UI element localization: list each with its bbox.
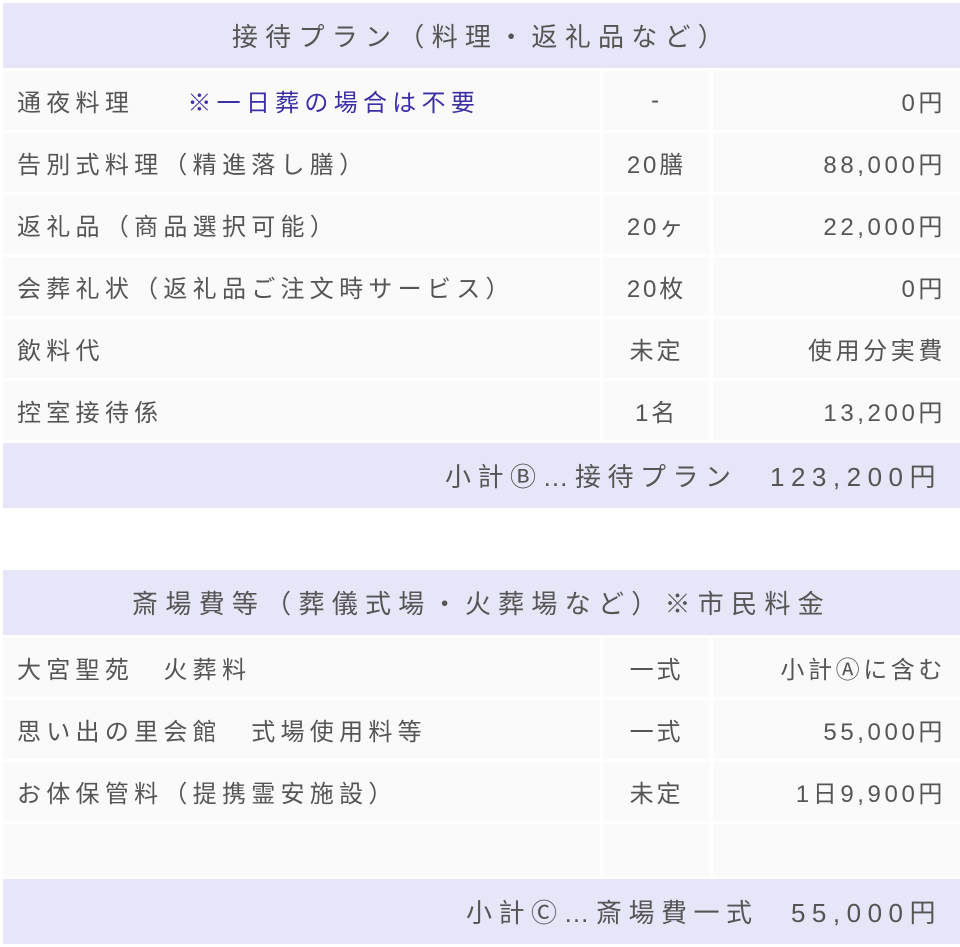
table1-header: 接待プラン（料理・返礼品など） — [2, 2, 960, 70]
row-desc: 大宮聖苑 火葬料 — [2, 637, 602, 699]
row-qty: 20膳 — [602, 132, 712, 194]
row-desc: 返礼品（商品選択可能） — [2, 194, 602, 256]
row-amt: 0円 — [712, 70, 960, 132]
row-amt: 0円 — [712, 256, 960, 318]
row-qty: 一式 — [602, 699, 712, 761]
row-amt: 小計Ⓐに含む — [712, 637, 960, 699]
row-desc: 控室接待係 — [2, 380, 602, 442]
table-row: 返礼品（商品選択可能） 20ヶ 22,000円 — [2, 194, 960, 256]
table-row — [2, 823, 960, 878]
table-row: 告別式料理（精進落し膳） 20膳 88,000円 — [2, 132, 960, 194]
table-reception-plan: 接待プラン（料理・返礼品など） 通夜料理 ※一日葬の場合は不要 - 0円 告別式… — [0, 0, 960, 511]
row-qty: 未定 — [602, 318, 712, 380]
table2-subtotal-row: 小計Ⓒ…斎場費一式 55,000円 — [2, 878, 960, 946]
row-amt: 22,000円 — [712, 194, 960, 256]
row-qty: - — [602, 70, 712, 132]
table-row: 通夜料理 ※一日葬の場合は不要 - 0円 — [2, 70, 960, 132]
row-amt: 88,000円 — [712, 132, 960, 194]
row-amt: 1日9,900円 — [712, 761, 960, 823]
table1-subtotal: 小計Ⓑ…接待プラン 123,200円 — [2, 442, 960, 510]
desc-text: 通夜料理 — [17, 90, 134, 117]
row-desc: お体保管料（提携霊安施設） — [2, 761, 602, 823]
table2-subtotal: 小計Ⓒ…斎場費一式 55,000円 — [2, 878, 960, 946]
row-desc: 会葬礼状（返礼品ご注文時サービス） — [2, 256, 602, 318]
table-row: 思い出の里会館 式場使用料等 一式 55,000円 — [2, 699, 960, 761]
table-gap — [0, 511, 960, 567]
table-row: 飲料代 未定 使用分実費 — [2, 318, 960, 380]
row-desc — [2, 823, 602, 878]
row-qty: 20ヶ — [602, 194, 712, 256]
row-desc: 告別式料理（精進落し膳） — [2, 132, 602, 194]
row-amt: 55,000円 — [712, 699, 960, 761]
row-desc: 飲料代 — [2, 318, 602, 380]
row-qty: 未定 — [602, 761, 712, 823]
row-qty: 1名 — [602, 380, 712, 442]
table2-header: 斎場費等（葬儀式場・火葬場など）※市民料金 — [2, 569, 960, 637]
table1-subtotal-row: 小計Ⓑ…接待プラン 123,200円 — [2, 442, 960, 510]
row-qty — [602, 823, 712, 878]
table-row: 大宮聖苑 火葬料 一式 小計Ⓐに含む — [2, 637, 960, 699]
row-qty: 20枚 — [602, 256, 712, 318]
pricing-sheet: 接待プラン（料理・返礼品など） 通夜料理 ※一日葬の場合は不要 - 0円 告別式… — [0, 0, 960, 947]
table-row: お体保管料（提携霊安施設） 未定 1日9,900円 — [2, 761, 960, 823]
desc-note: ※一日葬の場合は不要 — [187, 90, 480, 117]
table-row: 会葬礼状（返礼品ご注文時サービス） 20枚 0円 — [2, 256, 960, 318]
row-amt: 13,200円 — [712, 380, 960, 442]
row-qty: 一式 — [602, 637, 712, 699]
row-desc: 通夜料理 ※一日葬の場合は不要 — [2, 70, 602, 132]
table-row: 控室接待係 1名 13,200円 — [2, 380, 960, 442]
row-amt — [712, 823, 960, 878]
row-desc: 思い出の里会館 式場使用料等 — [2, 699, 602, 761]
table-venue-fees: 斎場費等（葬儀式場・火葬場など）※市民料金 大宮聖苑 火葬料 一式 小計Ⓐに含む… — [0, 567, 960, 947]
row-amt: 使用分実費 — [712, 318, 960, 380]
